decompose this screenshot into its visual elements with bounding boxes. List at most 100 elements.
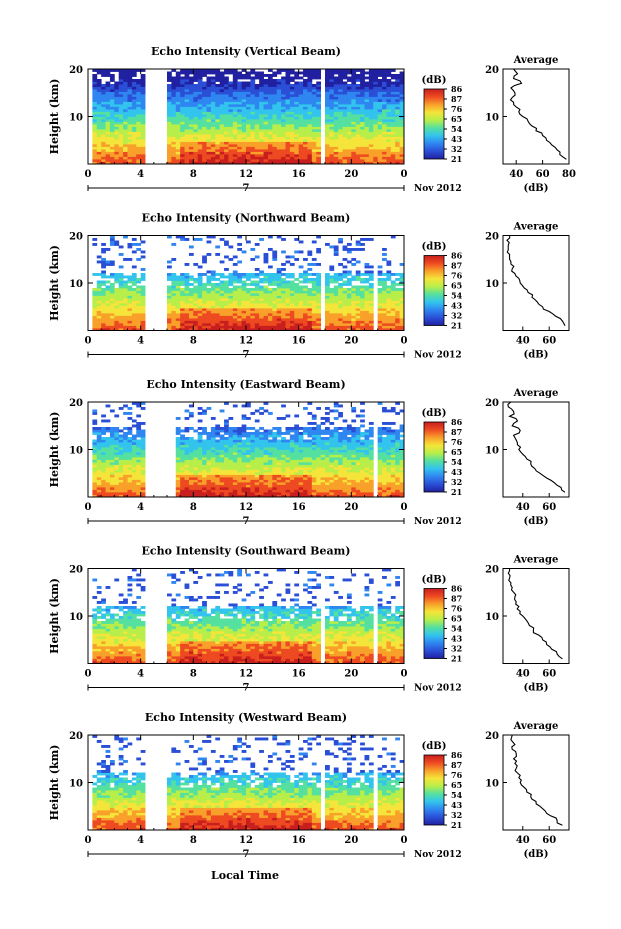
heatmap-cell [215,315,221,319]
heatmap-cell [399,263,405,266]
heatmap-cell [382,328,387,331]
heatmap-cell [250,151,256,155]
heatmap-cell [114,295,120,299]
heatmap-cell [188,101,194,105]
heatmap-cell [188,99,194,102]
heatmap-cell [254,255,260,259]
heatmap-cell [175,494,181,498]
heatmap-cell [285,84,291,87]
heatmap-cell [333,278,339,281]
heatmap-cell [338,290,343,294]
heatmap-cell [250,318,256,321]
heatmap-cell [281,328,286,331]
heatmap-cell [206,86,212,90]
heatmap-cell [237,144,243,147]
heatmap-cell [123,457,128,460]
heatmap-cell [259,290,264,294]
heatmap-cell [96,136,102,140]
heatmap-cell [167,303,172,306]
heatmap-cell [114,114,120,117]
heatmap-cell [386,74,392,77]
heatmap-cell [206,154,212,157]
heatmap-cell [171,81,177,85]
heatmap-cell [219,494,225,498]
heatmap-cell [171,141,177,145]
heatmap-cell [289,328,295,331]
heatmap-cell [285,69,291,72]
heatmap-cell [382,325,387,329]
heatmap-cell [197,489,203,493]
heatmap-cell [364,126,370,130]
heatmap-cell [355,136,361,140]
heatmap-cell [386,129,392,132]
heatmap-cell [364,328,370,331]
heatmap-cell [109,487,115,490]
heatmap-cell [167,76,172,80]
heatmap-cell [399,313,405,316]
heatmap-cell [338,131,343,135]
heatmap-cell [180,315,185,319]
heatmap-cell [96,260,102,264]
heatmap-cell [101,472,106,475]
heatmap-cell [114,414,120,418]
heatmap-cell [342,146,348,150]
heatmap-cell [272,305,278,309]
x-tick-label: 20 [344,169,358,180]
heatmap-cell [329,325,335,329]
heatmap-cell [355,139,361,142]
heatmap-cell [246,462,251,465]
heatmap-cell [105,129,111,132]
heatmap-cell [210,126,216,130]
heatmap-cell [373,144,379,147]
heatmap-cell [399,303,405,306]
heatmap-cell [351,310,357,314]
heatmap-cell [224,469,229,473]
heatmap-cell [351,258,357,261]
heatmap-cell [342,310,348,314]
heatmap-cell [250,290,256,294]
heatmap-cell [285,288,291,291]
heatmap-cell [118,273,124,276]
heatmap-cell [184,134,190,137]
heatmap-cell [259,300,264,304]
heatmap-cell [136,159,142,162]
heatmap-cell [210,462,216,465]
heatmap-cell [360,89,365,92]
heatmap-cell [105,119,111,122]
heatmap-cell [188,298,194,301]
heatmap-cell [136,89,142,92]
heatmap-cell [184,449,190,453]
heatmap-cell [276,275,282,279]
heatmap-cell [206,76,212,80]
heatmap-cell [219,484,225,488]
heatmap-cell [140,146,146,150]
heatmap-cell [224,300,229,304]
heatmap-cell [219,305,225,309]
heatmap-cell [237,449,243,453]
heatmap-cell [171,126,177,130]
heatmap-cell [360,111,365,115]
heatmap-cell [210,328,216,331]
heatmap-cell [395,325,401,329]
heatmap-cell [219,477,225,480]
heatmap-cell [92,427,98,430]
heatmap-cell [351,149,357,152]
heatmap-cell [298,275,304,279]
heatmap-cell [171,116,177,120]
heatmap-cell [167,151,172,155]
heatmap-cell [382,94,387,97]
heatmap-cell [140,303,146,306]
heatmap-cell [184,69,190,72]
heatmap-cell [254,116,260,120]
heatmap-cell [346,270,352,274]
heatmap-cell [101,136,106,140]
heatmap-cell [241,106,247,110]
heatmap-cell [114,116,120,120]
heatmap-cell [368,99,374,102]
heatmap-cell [250,141,256,145]
heatmap-cell [333,71,339,75]
heatmap-cell [105,280,111,284]
heatmap-cell [180,477,185,480]
heatmap-cell [118,439,124,443]
heatmap-cell [285,126,291,130]
